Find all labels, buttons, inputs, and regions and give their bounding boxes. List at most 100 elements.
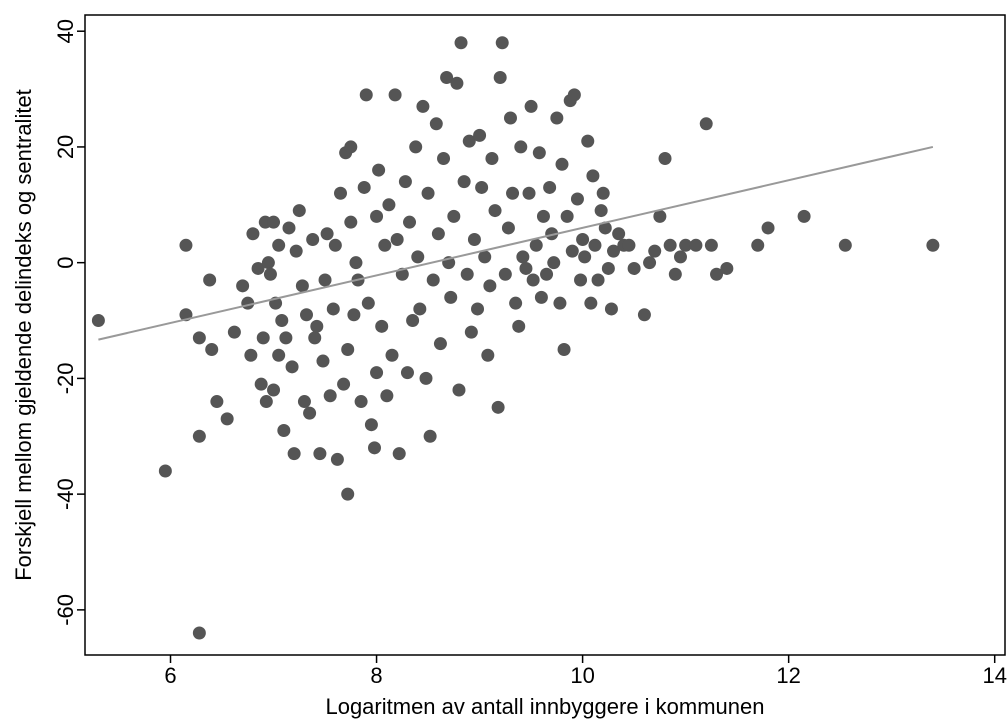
point <box>300 308 314 322</box>
point <box>612 227 626 241</box>
point <box>637 308 651 322</box>
point <box>838 238 852 252</box>
point <box>367 441 381 455</box>
point <box>289 244 303 258</box>
point <box>522 186 536 200</box>
point <box>452 383 466 397</box>
point <box>292 204 306 218</box>
point <box>347 308 361 322</box>
point <box>426 273 440 287</box>
point <box>306 233 320 247</box>
point <box>433 337 447 351</box>
point <box>236 279 250 293</box>
point <box>524 99 538 113</box>
point <box>519 261 533 275</box>
point <box>382 198 396 212</box>
point <box>607 244 621 258</box>
point <box>560 209 574 223</box>
x-tick-label: 8 <box>370 663 382 688</box>
point <box>495 36 509 50</box>
point <box>403 215 417 229</box>
point <box>457 175 471 189</box>
point <box>596 186 610 200</box>
point <box>246 227 260 241</box>
point <box>491 400 505 414</box>
point <box>514 140 528 154</box>
point <box>406 314 420 328</box>
point <box>411 250 425 264</box>
point <box>344 215 358 229</box>
point <box>498 267 512 281</box>
point <box>565 244 579 258</box>
point <box>485 152 499 166</box>
point <box>532 146 546 160</box>
point <box>475 180 489 194</box>
point <box>699 117 713 131</box>
point <box>926 238 940 252</box>
point <box>263 267 277 281</box>
point <box>578 250 592 264</box>
x-axis-label: Logaritmen av antall innbyggere i kommun… <box>325 694 764 719</box>
point <box>526 273 540 287</box>
point <box>413 302 427 316</box>
point <box>267 383 281 397</box>
plot-frame <box>84 14 1006 656</box>
point <box>509 296 523 310</box>
point <box>295 279 309 293</box>
point <box>506 186 520 200</box>
point <box>574 273 588 287</box>
point <box>337 377 351 391</box>
point <box>444 290 458 304</box>
point <box>516 250 530 264</box>
point <box>761 221 775 235</box>
point <box>279 331 293 345</box>
point <box>378 238 392 252</box>
point <box>341 487 355 501</box>
point <box>460 267 474 281</box>
point <box>679 238 693 252</box>
point <box>797 209 811 223</box>
point <box>328 238 342 252</box>
point <box>272 238 286 252</box>
point <box>545 227 559 241</box>
point <box>390 233 404 247</box>
point <box>313 447 327 461</box>
x-tick-label: 6 <box>164 663 176 688</box>
point <box>259 395 273 409</box>
point <box>534 290 548 304</box>
point <box>704 238 718 252</box>
point <box>297 395 311 409</box>
point <box>601 261 615 275</box>
point <box>454 36 468 50</box>
y-tick-label: 0 <box>53 257 78 269</box>
point <box>471 302 485 316</box>
point <box>380 389 394 403</box>
point <box>370 209 384 223</box>
point <box>440 70 454 84</box>
point <box>570 192 584 206</box>
point <box>503 111 517 125</box>
x-tick-label: 10 <box>570 663 594 688</box>
point <box>409 140 423 154</box>
point <box>277 423 291 437</box>
point <box>668 267 682 281</box>
point <box>323 389 337 403</box>
point <box>689 238 703 252</box>
point <box>751 238 765 252</box>
point <box>594 204 608 218</box>
point <box>622 238 636 252</box>
point <box>529 238 543 252</box>
point <box>576 233 590 247</box>
point <box>467 233 481 247</box>
point <box>392 447 406 461</box>
point <box>493 70 507 84</box>
point <box>370 366 384 380</box>
point <box>285 360 299 374</box>
point <box>349 256 363 270</box>
point <box>540 267 554 281</box>
point <box>254 377 268 391</box>
point <box>658 152 672 166</box>
y-tick-label: -40 <box>53 478 78 510</box>
point <box>543 180 557 194</box>
